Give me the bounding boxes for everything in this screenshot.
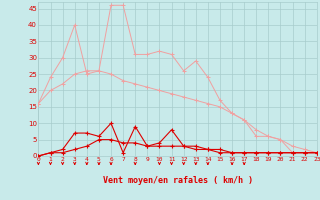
X-axis label: Vent moyen/en rafales ( km/h ): Vent moyen/en rafales ( km/h )	[103, 176, 252, 185]
